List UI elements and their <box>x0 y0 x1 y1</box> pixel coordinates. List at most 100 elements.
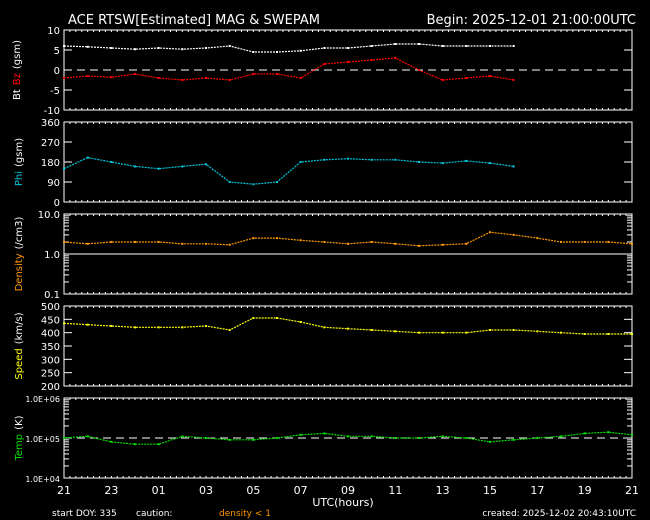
data-point-density <box>134 240 136 243</box>
data-point-speed <box>607 333 610 335</box>
data-point-density <box>465 242 468 245</box>
y-label-part: (/cm3) <box>14 217 25 250</box>
data-point-phi <box>110 161 113 163</box>
data-point-bt <box>252 51 255 53</box>
y-tick-label: 0 <box>54 198 60 209</box>
data-point-phi <box>205 163 207 166</box>
data-point-bz <box>347 61 349 63</box>
data-point-bz <box>86 75 89 77</box>
x-tick-label: 17 <box>530 484 544 497</box>
data-point-density <box>560 240 562 243</box>
x-tick-label: 07 <box>294 484 308 497</box>
y-tick-label: 10 <box>47 26 60 37</box>
data-point-temp <box>536 437 539 439</box>
data-point-density <box>63 240 65 243</box>
data-point-density <box>181 242 184 245</box>
data-point-bz <box>489 75 491 77</box>
data-point-speed <box>560 331 562 334</box>
data-point-bt <box>205 47 207 49</box>
data-point-density <box>157 240 160 243</box>
data-point-phi <box>394 158 397 161</box>
data-point-density <box>86 242 89 245</box>
y-label-part: (km/s) <box>14 312 25 344</box>
x-tick-label: 03 <box>199 484 213 497</box>
start-doy: start DOY: 335 <box>52 509 117 519</box>
data-point-speed <box>512 329 515 331</box>
y-axis-label: Density (/cm3) <box>14 217 25 292</box>
data-point-bz <box>228 79 231 81</box>
y-label-part: Phi <box>14 171 25 186</box>
data-point-speed <box>205 325 207 327</box>
panel-mag: 10 5 0 -5 -10 Bt Bz (gsm) <box>12 26 633 117</box>
data-point-bz <box>441 79 444 81</box>
data-point-bt <box>299 49 302 52</box>
x-tick-label: 05 <box>246 484 260 497</box>
x-tick-label: 23 <box>104 484 118 497</box>
y-tick-label: -10 <box>44 106 60 117</box>
data-point-density <box>489 231 491 234</box>
data-point-temp <box>323 432 326 435</box>
y-tick-label: 5 <box>54 46 60 57</box>
data-point-phi <box>252 183 255 186</box>
data-point-density <box>370 240 373 243</box>
data-point-bt <box>465 45 468 47</box>
y-tick-label: 360 <box>41 118 60 129</box>
data-point-temp <box>370 435 373 438</box>
data-point-density <box>607 240 610 243</box>
data-point-speed <box>181 326 184 329</box>
x-tick-label: 13 <box>436 484 450 497</box>
data-point-bz <box>465 77 468 79</box>
y-label-part: Speed <box>14 348 25 379</box>
data-point-temp <box>607 431 610 434</box>
data-point-speed <box>583 333 586 335</box>
data-point-speed <box>276 317 278 319</box>
data-point-phi <box>86 156 89 159</box>
y-axis-label: Temp (K) <box>14 415 25 461</box>
panel-frame <box>63 305 633 387</box>
y-axis-label: Speed (km/s) <box>14 312 25 379</box>
data-point-phi <box>323 158 326 161</box>
data-point-phi <box>276 181 278 183</box>
x-axis-label: UTC(hours) <box>312 496 373 509</box>
data-point-phi <box>134 165 136 168</box>
data-point-bt <box>489 45 491 47</box>
data-point-bz <box>252 73 255 75</box>
data-point-speed <box>157 326 160 329</box>
data-point-bt <box>512 45 515 47</box>
y-tick-label: 1.0E+06 <box>25 395 60 404</box>
data-point-bz <box>276 73 278 75</box>
data-point-bt <box>323 47 326 49</box>
data-point-bt <box>347 47 349 49</box>
y-label-part: (gsm) <box>12 40 23 69</box>
data-point-speed <box>489 329 491 331</box>
data-point-phi <box>347 157 349 160</box>
data-point-bz <box>323 63 326 65</box>
y-tick-label: 1.0E+04 <box>25 475 60 484</box>
data-point-speed <box>86 323 89 326</box>
data-point-speed <box>347 327 349 330</box>
x-tick-label: 11 <box>388 484 402 497</box>
caution-density-note: density < 1 <box>219 509 271 519</box>
data-point-density <box>418 244 420 247</box>
data-point-bz <box>205 77 207 79</box>
x-tick-label: 15 <box>483 484 497 497</box>
data-point-density <box>631 242 633 245</box>
created-time: created: 2025-12-02 20:43:10UTC <box>482 509 636 519</box>
data-point-bt <box>441 45 444 47</box>
data-point-speed <box>370 329 373 331</box>
data-point-bt <box>418 43 420 45</box>
data-point-density <box>394 242 397 245</box>
data-point-speed <box>63 322 65 325</box>
data-point-phi <box>441 162 444 165</box>
data-point-bz <box>110 76 113 79</box>
y-axis-label: Phi (gsm) <box>14 138 25 186</box>
data-point-temp <box>560 435 562 438</box>
data-point-bt <box>86 45 89 48</box>
data-point-temp <box>228 438 231 441</box>
data-point-speed <box>252 317 255 319</box>
data-point-bz <box>370 59 373 61</box>
data-point-bt <box>134 48 136 51</box>
x-tick-label: 21 <box>625 484 639 497</box>
data-point-speed <box>299 321 302 323</box>
